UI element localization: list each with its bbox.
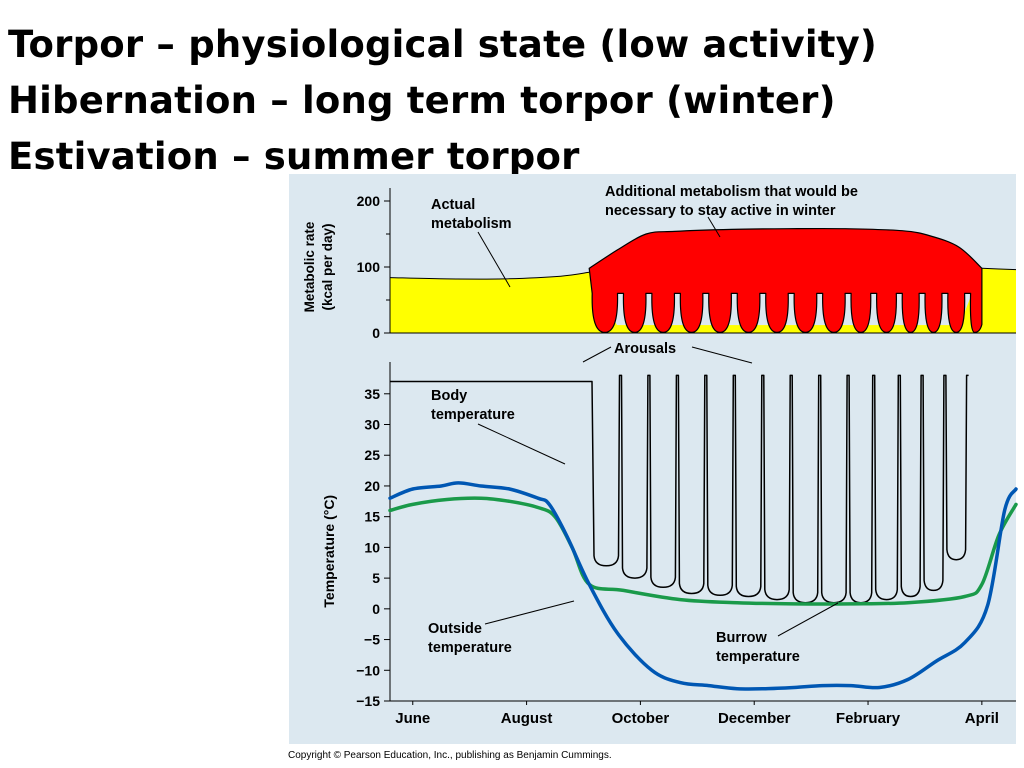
annotation-actual-metabolism-line-2: metabolism: [431, 216, 512, 232]
annotation-outside-temperature-line-2: temperature: [428, 640, 512, 656]
annotation-burrow-temperature-line-1: Burrow: [716, 630, 767, 646]
month-label-december: December: [718, 710, 791, 727]
metabolic-tick-label-100: 100: [357, 259, 381, 275]
temperature-tick-label-15: 15: [364, 509, 380, 525]
copyright-notice: Copyright © Pearson Education, Inc., pub…: [288, 750, 612, 761]
leader-arousals-right: [691, 346, 753, 364]
headline-torpor: Torpor – physiological state (low activi…: [8, 23, 878, 66]
annotation-additional-metabolism-line-2: necessary to stay active in winter: [605, 203, 836, 219]
metabolic-y-label-line-1: Metabolic rate: [302, 221, 317, 312]
leader-body-temperature: [477, 423, 566, 465]
metabolic-y-label-line-2: (kcal per day): [320, 223, 335, 310]
headline-hibernation: Hibernation – long term torpor (winter): [8, 79, 836, 122]
temperature-tick-label-10: 10: [364, 539, 380, 555]
temperature-tick-label-25: 25: [364, 447, 380, 463]
month-label-august: August: [501, 710, 553, 727]
temperature-tick-label--10: −10: [356, 662, 380, 678]
month-label-june: June: [395, 710, 430, 727]
annotation-outside-temperature-line-1: Outside: [428, 621, 482, 637]
temperature-tick-label--15: −15: [356, 693, 380, 709]
annotation-arousals: Arousals: [614, 341, 676, 357]
body-temperature-line: [390, 374, 969, 604]
burrow-temperature-line: [388, 496, 1018, 606]
headline-estivation: Estivation – summer torpor: [8, 135, 580, 178]
month-label-april: April: [965, 710, 999, 727]
temperature-tick-label-0: 0: [372, 601, 380, 617]
temperature-tick-label-20: 20: [364, 478, 380, 494]
annotation-body-temperature-line-2: temperature: [431, 407, 515, 423]
leader-burrow-temperature: [777, 602, 839, 637]
leader-arousals-left: [582, 346, 612, 363]
annotation-burrow-temperature-line-2: temperature: [716, 649, 800, 665]
temperature-tick-label-30: 30: [364, 417, 380, 433]
leader-additional-metabolism: [707, 216, 721, 238]
leader-outside-temperature: [484, 600, 575, 625]
outside-temperature-line: [388, 481, 1018, 691]
annotation-actual-metabolism-line-1: Actual: [431, 197, 475, 213]
temperature-tick-label--5: −5: [364, 632, 380, 648]
annotation-body-temperature-line-1: Body: [431, 388, 467, 404]
month-label-february: February: [836, 710, 901, 727]
temperature-tick-label-5: 5: [372, 570, 380, 586]
actual-metabolism-outline: [389, 267, 1017, 280]
metabolic-tick-label-200: 200: [357, 193, 381, 209]
temperature-chart: −15 −10 −5 0 5 10 15 20 25 30 35 Temperature (°C) Ju…: [321, 341, 1018, 727]
additional-metabolism-area: [588, 227, 983, 333]
annotation-additional-metabolism-line-1: Additional metabolism that would be: [605, 184, 858, 200]
torpor-metabolism-floor: [589, 325, 982, 333]
temperature-tick-label-35: 35: [364, 386, 380, 402]
actual-metabolism-area: [390, 268, 1016, 333]
month-label-october: October: [612, 710, 670, 727]
temperature-y-label: Temperature (°C): [321, 495, 337, 608]
leader-actual-metabolism: [477, 231, 511, 288]
metabolic-tick-label-0: 0: [372, 325, 380, 341]
metabolic-rate-chart: 0 100 200 Metabolic rate (kcal per day) Actua…: [302, 184, 1017, 341]
